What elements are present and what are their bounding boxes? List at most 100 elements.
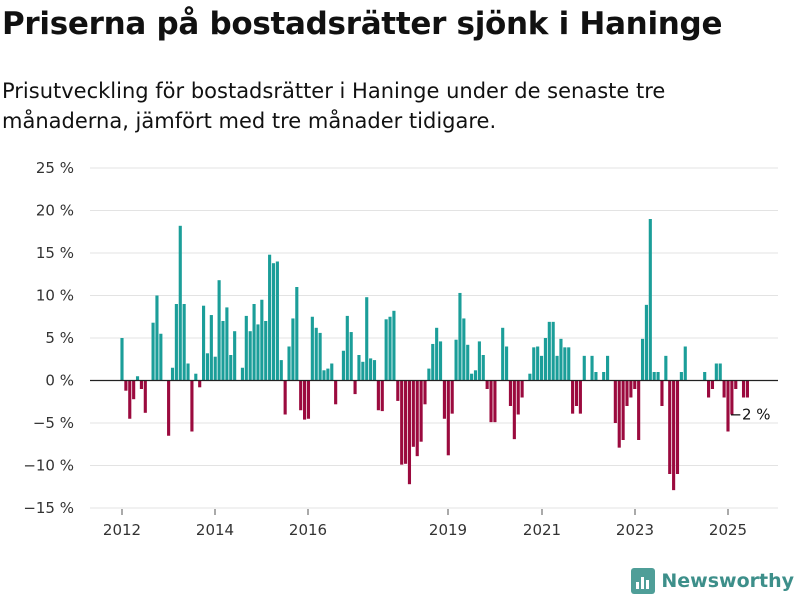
bar (376, 380, 380, 411)
bar (388, 316, 392, 381)
bar (458, 292, 462, 381)
bar (567, 347, 571, 381)
x-tick-label: 2012 (103, 521, 141, 539)
bar (470, 373, 474, 381)
bar (303, 380, 307, 420)
x-tick-label: 2016 (289, 521, 327, 539)
bar (155, 295, 159, 381)
bar (652, 372, 656, 381)
bar (310, 316, 314, 381)
bar (664, 355, 668, 381)
bar (353, 380, 357, 395)
bar (306, 380, 311, 419)
bar (314, 327, 318, 381)
bar (621, 380, 625, 440)
bar (675, 380, 680, 474)
bar (683, 346, 687, 381)
bar (633, 380, 637, 389)
x-axis-ticks: 2012 2014 2016 2019 2021 2023 2025 (103, 509, 747, 539)
y-tick-label: −15 % (23, 499, 74, 517)
bar (543, 338, 547, 381)
bar (182, 304, 186, 381)
bar (644, 304, 648, 381)
y-tick-label: 5 % (45, 329, 74, 347)
bar (209, 315, 213, 381)
bar (559, 338, 563, 381)
bar (489, 380, 493, 423)
bar (369, 358, 373, 381)
bar (221, 321, 225, 381)
bar (357, 355, 361, 381)
bar (205, 353, 210, 381)
bar (594, 372, 598, 381)
bar (178, 225, 182, 381)
bar (446, 380, 450, 456)
brand-name: Newsworthy (661, 570, 794, 592)
bar (571, 380, 575, 414)
bar (450, 380, 454, 414)
bar (648, 219, 652, 381)
bar (640, 338, 645, 381)
bar (244, 315, 248, 381)
bar (268, 254, 272, 381)
bar (124, 380, 128, 391)
bar (516, 380, 520, 415)
gridlines (90, 167, 778, 509)
bar (248, 331, 252, 381)
y-tick-label: 20 % (36, 202, 74, 220)
bar (202, 305, 206, 381)
bar (625, 380, 629, 406)
bar (707, 380, 711, 398)
bar (411, 380, 415, 447)
bar (361, 361, 365, 381)
bar (442, 380, 446, 419)
bar (578, 380, 582, 414)
bar (318, 332, 322, 381)
bar (520, 380, 524, 398)
bar (170, 367, 175, 381)
y-tick-label: 15 % (36, 244, 74, 262)
bar (508, 380, 513, 406)
chart-subtitle: Prisutveckling för bostadsrätter i Hanin… (2, 79, 666, 133)
bar (741, 380, 746, 398)
bar (454, 339, 458, 381)
bar (551, 321, 555, 381)
bar (629, 380, 633, 398)
bar (404, 380, 408, 464)
bar (322, 370, 326, 381)
bar (167, 380, 171, 436)
bar (613, 380, 617, 423)
bar (501, 327, 505, 381)
bar (194, 373, 198, 381)
bar (213, 356, 217, 381)
bar (660, 380, 664, 406)
bar (365, 297, 369, 381)
bar (493, 380, 497, 423)
bar (326, 368, 330, 381)
bar (120, 338, 124, 381)
x-tick-label: 2021 (523, 521, 561, 539)
bar (341, 350, 345, 381)
bar (260, 299, 264, 381)
bar (718, 363, 722, 381)
bar (438, 341, 443, 381)
bar (392, 310, 396, 381)
bar (672, 380, 676, 491)
last-value-label: −2 % (729, 406, 770, 424)
bar (656, 372, 660, 381)
bar (264, 321, 268, 381)
bar (190, 380, 194, 432)
y-tick-label: 0 % (45, 372, 74, 390)
bar (462, 318, 466, 381)
bar (714, 363, 718, 381)
bar (485, 380, 489, 389)
bar (539, 355, 544, 381)
bar (466, 344, 470, 381)
bar (252, 304, 256, 381)
bar (139, 380, 143, 389)
x-tick-label: 2025 (709, 521, 747, 539)
bar (590, 355, 594, 381)
bar (384, 319, 388, 381)
bar (407, 380, 412, 485)
